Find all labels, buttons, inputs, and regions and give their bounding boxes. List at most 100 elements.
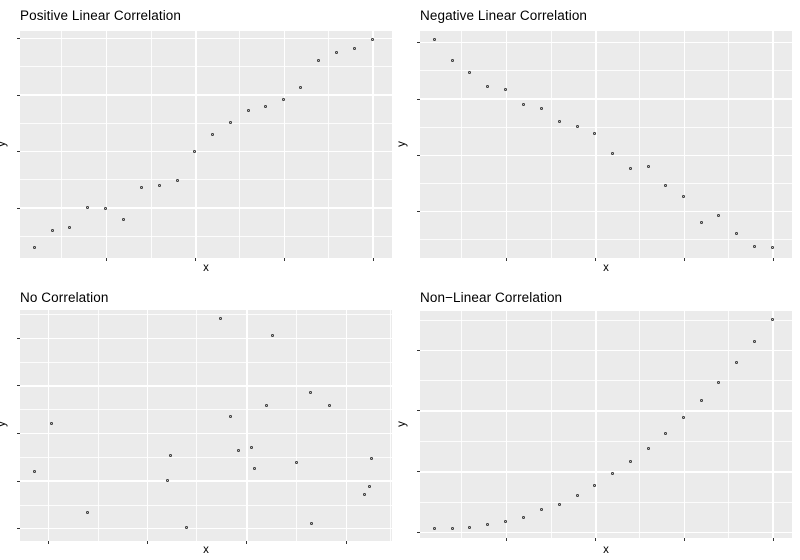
gridline-major-vertical <box>505 311 508 538</box>
y-axis-tick <box>417 532 420 534</box>
x-axis-tick <box>683 258 685 261</box>
data-point <box>752 340 756 344</box>
gridline-major-vertical <box>772 311 774 538</box>
data-point <box>265 404 269 408</box>
data-point <box>486 85 490 89</box>
data-point <box>352 47 356 51</box>
gridline-major-horizontal <box>420 410 792 412</box>
gridline-minor-horizontal <box>420 70 792 72</box>
data-point <box>281 98 285 102</box>
x-axis-label: x <box>603 544 609 556</box>
gridline-minor-vertical <box>390 310 391 541</box>
data-point <box>646 446 650 450</box>
data-point <box>717 381 721 385</box>
gridline-minor-horizontal <box>20 122 392 124</box>
data-point <box>468 526 472 530</box>
data-point <box>140 185 144 189</box>
gridline-minor-vertical <box>328 31 330 258</box>
plot-title: No Correlation <box>20 290 109 305</box>
data-point <box>770 317 774 321</box>
gridline-minor-vertical <box>639 31 641 258</box>
x-axis-tick <box>772 258 774 261</box>
y-axis-tick <box>417 471 420 473</box>
data-point <box>646 164 650 168</box>
plot-panel <box>17 310 392 544</box>
data-point <box>486 523 490 527</box>
data-point <box>664 431 668 435</box>
x-axis-tick <box>283 258 285 261</box>
gridline-major-vertical <box>283 31 286 258</box>
x-axis-tick <box>772 538 774 541</box>
x-axis-label: x <box>203 262 209 274</box>
gridline-minor-vertical <box>461 31 463 258</box>
gridline-minor-horizontal <box>20 504 392 506</box>
data-point <box>628 460 632 464</box>
data-point <box>735 361 739 365</box>
gridline-minor-horizontal <box>420 440 792 442</box>
data-point <box>309 522 313 526</box>
gridline-minor-vertical <box>97 310 99 541</box>
data-point <box>433 527 437 531</box>
data-point <box>735 232 739 236</box>
gridline-major-horizontal <box>420 531 792 534</box>
scatter-plot-negative-linear: Negative Linear Correlation y x <box>396 0 800 280</box>
data-point <box>228 121 232 125</box>
data-point <box>682 195 686 199</box>
data-point <box>50 228 54 232</box>
gridline-minor-vertical <box>295 310 297 541</box>
gridline-major-horizontal <box>20 94 392 96</box>
gridline-minor-vertical <box>551 31 553 258</box>
gridline-major-vertical <box>595 31 597 258</box>
data-point <box>370 37 374 41</box>
data-point <box>157 183 161 187</box>
x-axis-tick <box>48 541 50 544</box>
data-point <box>299 86 303 90</box>
data-point <box>85 511 89 514</box>
y-axis-tick <box>417 41 420 43</box>
x-axis-tick <box>506 538 508 541</box>
data-point <box>664 183 668 187</box>
gridline-major-horizontal <box>420 154 792 157</box>
data-point <box>433 37 437 41</box>
gridline-major-horizontal <box>20 337 392 340</box>
data-point <box>575 124 579 128</box>
data-point <box>211 133 215 137</box>
y-axis-tick <box>417 210 420 212</box>
gridline-major-vertical <box>505 31 508 258</box>
gridline-major-horizontal <box>420 41 792 44</box>
y-axis-tick <box>17 337 20 339</box>
gridline-major-horizontal <box>20 150 392 153</box>
plot-title: Non−Linear Correlation <box>420 290 563 305</box>
gridline-minor-horizontal <box>20 236 392 237</box>
gridline-major-horizontal <box>20 432 392 435</box>
gridline-minor-horizontal <box>20 361 392 363</box>
gridline-minor-horizontal <box>420 182 792 184</box>
data-point <box>295 461 299 465</box>
data-point <box>628 166 632 170</box>
x-axis-label: x <box>603 262 609 274</box>
gridline-major-vertical <box>345 310 348 541</box>
scatter-plot-non-linear: Non−Linear Correlation y x <box>396 280 800 560</box>
data-point <box>175 179 179 182</box>
gridline-major-vertical <box>105 31 108 258</box>
plot-title: Negative Linear Correlation <box>420 8 588 23</box>
gridline-major-horizontal <box>20 527 392 530</box>
x-axis-tick <box>346 541 348 544</box>
gridline-major-horizontal <box>20 385 392 387</box>
gridline-minor-horizontal <box>420 501 792 503</box>
gridline-major-horizontal <box>420 350 792 352</box>
gridline-minor-vertical <box>61 31 63 258</box>
y-axis-tick <box>417 154 420 156</box>
data-point <box>362 493 366 497</box>
y-axis-tick <box>17 432 20 434</box>
data-point <box>575 493 579 497</box>
data-point <box>593 484 597 488</box>
y-axis-label: y <box>396 141 408 147</box>
data-point <box>253 467 257 471</box>
gridline-major-horizontal <box>20 37 392 39</box>
gridline-minor-vertical <box>461 311 463 538</box>
data-point <box>317 59 321 63</box>
gridline-major-vertical <box>372 31 374 258</box>
data-point <box>229 415 233 419</box>
